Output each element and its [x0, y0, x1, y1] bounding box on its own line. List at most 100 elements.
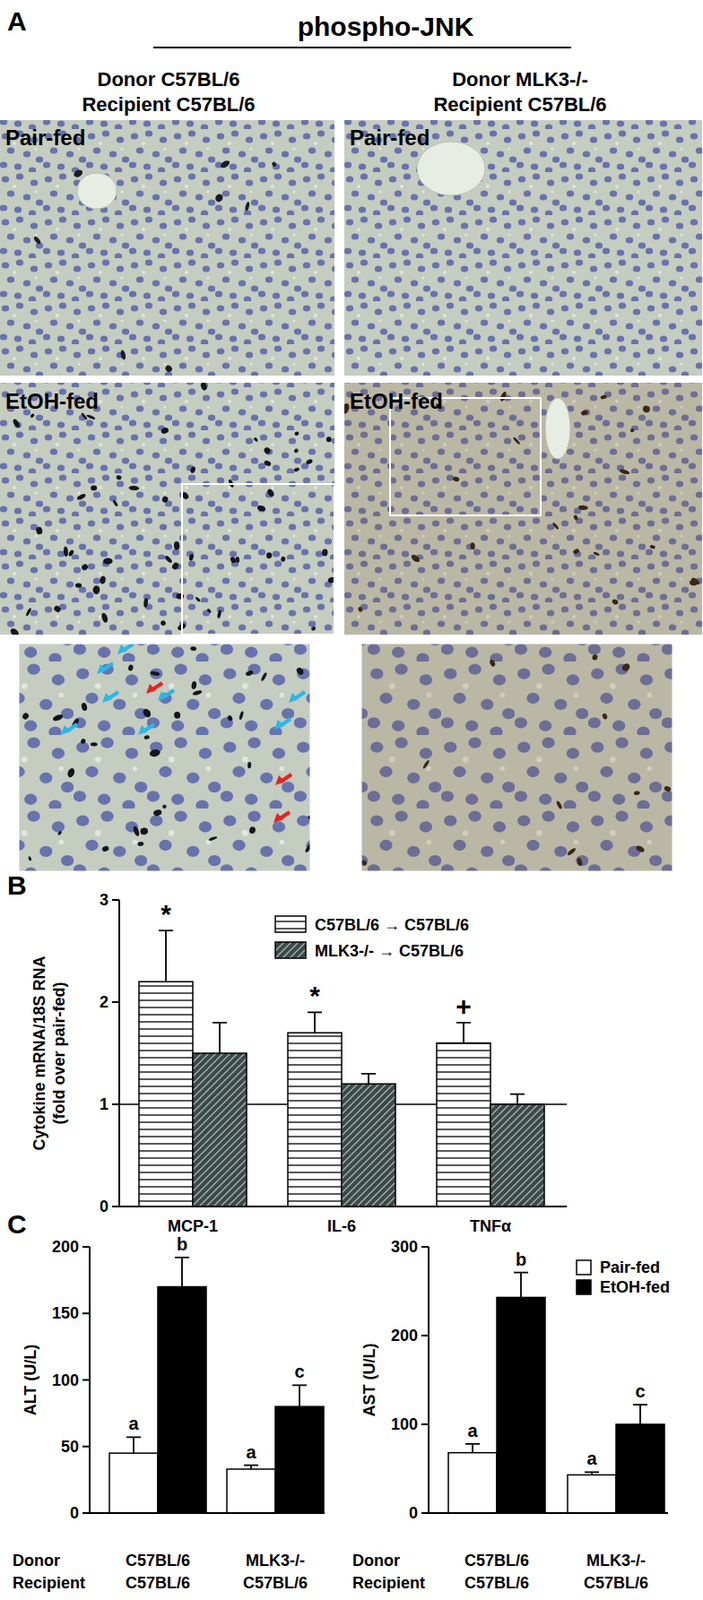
stain-spot	[143, 598, 149, 608]
pointer-arrowhead	[275, 775, 286, 786]
category-label: C57BL/6	[464, 1552, 530, 1571]
stain-spot	[260, 672, 268, 683]
bar	[138, 981, 193, 1207]
panel-label: B	[7, 870, 27, 901]
stain-spot	[572, 514, 579, 521]
vessel-lumen	[416, 141, 486, 196]
significance-label: *	[309, 980, 321, 1011]
y-tick	[112, 1103, 120, 1106]
legend-swatch	[576, 1260, 591, 1276]
stain-spot	[190, 681, 198, 691]
bar	[490, 1104, 545, 1207]
inset-frame	[17, 642, 312, 873]
error-bar	[510, 1094, 525, 1105]
bars	[138, 981, 545, 1207]
y-axis-label: (fold over pair-fed)	[50, 981, 69, 1125]
stain-spot	[173, 541, 181, 551]
stain-spot	[112, 499, 119, 508]
stain-spot	[229, 555, 238, 565]
y-axis	[427, 1247, 430, 1514]
stain-spot	[244, 201, 251, 212]
significance-label: c	[294, 1362, 304, 1382]
legend-label: Pair-fed	[599, 1258, 660, 1277]
x-axis	[119, 1206, 567, 1208]
stain-spot	[190, 466, 197, 475]
error-bar	[633, 1405, 648, 1425]
error-bar	[243, 1466, 259, 1470]
stain-spot	[293, 467, 300, 473]
significance-label: a	[128, 1414, 139, 1434]
row-label: Recipient	[352, 1574, 426, 1593]
stain-spot	[100, 612, 109, 625]
stain-spot	[149, 670, 160, 677]
stain-spot	[572, 547, 580, 556]
stain-spot	[555, 800, 564, 811]
stain-spot	[206, 607, 212, 614]
error-bar	[465, 1444, 480, 1454]
y-tick-label: 100	[52, 1371, 79, 1390]
column-header: Recipient C57BL/6	[433, 93, 607, 116]
stain-spot	[171, 561, 181, 571]
stain-spot	[164, 555, 174, 565]
stain-spot	[469, 542, 476, 550]
stain-spot	[591, 653, 599, 661]
stain-spot	[601, 712, 608, 721]
tissue	[344, 382, 703, 635]
panel-label: C	[7, 1209, 27, 1240]
y-tick-label: 100	[390, 1415, 418, 1434]
significance-label: b	[176, 1234, 188, 1255]
significance-label: *	[160, 899, 172, 929]
stain-spot	[409, 553, 421, 564]
chart: B*MCP-1*IL-6+TNFα0123Cytokine mRNA/18S R…	[7, 870, 567, 1236]
stain-spot	[11, 417, 21, 429]
y-tick-label: 200	[390, 1327, 418, 1346]
micrograph	[0, 120, 335, 376]
bar	[226, 1469, 276, 1514]
stain-spot	[499, 390, 508, 403]
stain-spot	[57, 830, 63, 836]
y-tick	[82, 1446, 90, 1449]
stain-spot	[214, 192, 226, 204]
category-label: MLK3-/-	[586, 1552, 646, 1571]
row-label: EtOH-fed	[349, 389, 443, 414]
stain-spot	[551, 521, 560, 530]
stain-spot	[92, 585, 100, 595]
category-label: TNFα	[469, 1217, 512, 1236]
stain-spot	[592, 551, 600, 557]
panel-title: phospho-JNK	[297, 11, 475, 42]
stain-spot	[160, 620, 167, 627]
pointer-arrowhead	[117, 644, 128, 655]
stain-spot	[188, 553, 195, 562]
error-bar	[174, 1258, 190, 1288]
stain-spot	[75, 582, 82, 588]
bar	[616, 1424, 665, 1514]
vessel-lumen	[545, 398, 571, 460]
stain-spot	[80, 702, 88, 712]
tissue	[17, 642, 312, 873]
title-rule	[153, 46, 572, 49]
significance-label: +	[455, 991, 472, 1022]
row-label: Pair-fed	[5, 125, 86, 150]
stain-spot	[72, 168, 85, 179]
pointer-arrowhead	[138, 725, 148, 736]
stain-spot	[216, 609, 223, 619]
y-tick	[421, 1512, 429, 1515]
stain-spot	[161, 495, 170, 504]
error-bar	[212, 1023, 227, 1054]
category-label: C57BL/6	[125, 1552, 191, 1571]
stain-spot	[327, 576, 335, 585]
stain-spot	[618, 468, 630, 477]
stain-spot	[90, 485, 97, 491]
stain-spot	[295, 666, 305, 677]
stain-spot	[190, 646, 198, 652]
y-tick-label: 300	[390, 1238, 418, 1257]
stain-spot	[27, 856, 33, 862]
stain-spot	[101, 845, 110, 853]
stain-spot	[199, 382, 209, 391]
stain-spot	[566, 847, 577, 858]
legend-label: MLK3-/- → C57BL/6	[314, 942, 464, 961]
stain-spot	[162, 805, 167, 809]
pointer-arrowhead	[60, 725, 71, 736]
stain-spot	[252, 436, 259, 443]
stain-spot	[137, 841, 145, 848]
